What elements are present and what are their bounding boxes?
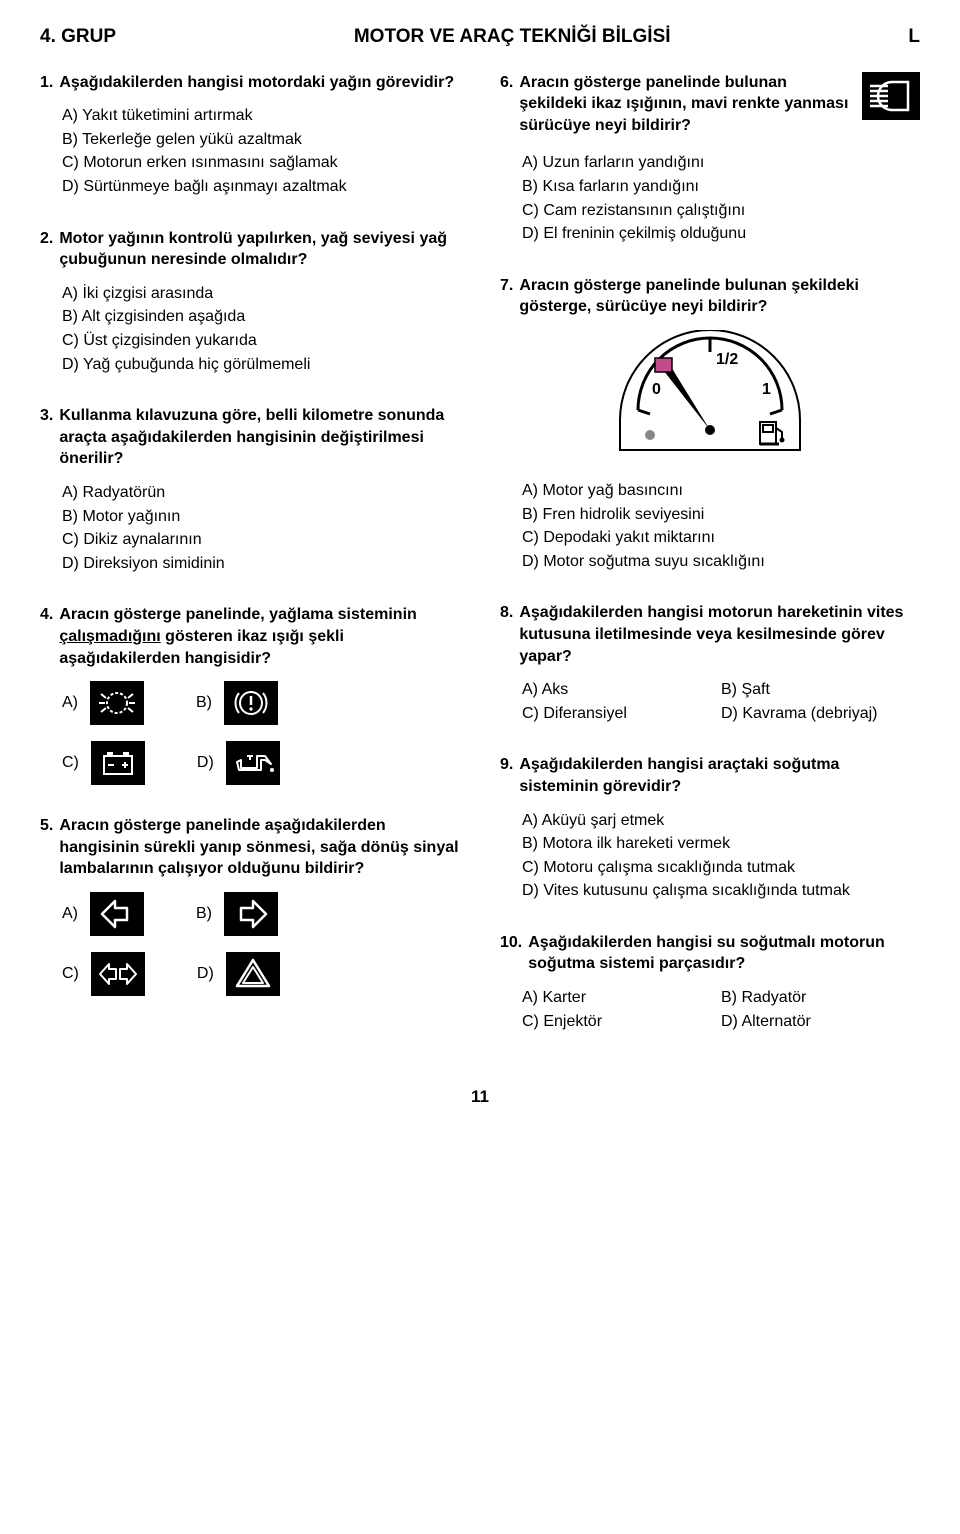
- q3-option-c: C) Dikiz aynalarının: [62, 529, 460, 551]
- q8-option-c: C) Diferansiyel: [522, 703, 721, 725]
- q6-option-b: B) Kısa farların yandığını: [522, 176, 920, 198]
- q9-option-d: D) Vites kutusunu çalışma sıcaklığında t…: [522, 880, 920, 902]
- q3-option-a: A) Radyatörün: [62, 482, 460, 504]
- q10-option-c: C) Enjektör: [522, 1011, 721, 1033]
- q7-option-c: C) Depodaki yakıt miktarını: [522, 527, 920, 549]
- q8-option-a: A) Aks: [522, 679, 721, 701]
- q4-label-c: C): [62, 752, 79, 774]
- q1-number: 1.: [40, 72, 53, 94]
- q3-text: Kullanma kılavuzuna göre, belli kilometr…: [59, 405, 460, 470]
- q9-option-c: C) Motoru çalışma sıcaklığında tutmak: [522, 857, 920, 879]
- page-number: 11: [40, 1086, 920, 1109]
- question-8: 8. Aşağıdakilerden hangisi motorun harek…: [500, 602, 920, 724]
- q4-label-b: B): [196, 692, 212, 714]
- question-2: 2. Motor yağının kontrolü yapılırken, ya…: [40, 228, 460, 376]
- q5-label-a: A): [62, 903, 78, 925]
- q2-option-d: D) Yağ çubuğunda hiç görülmemeli: [62, 354, 460, 376]
- q9-option-b: B) Motora ilk hareketi vermek: [522, 833, 920, 855]
- q4-text-underline: çalışmadığını: [59, 628, 160, 645]
- q9-number: 9.: [500, 754, 513, 797]
- gauge-label-half: 1/2: [716, 351, 738, 368]
- q6-text: Aracın gösterge panelinde bulunan şekild…: [519, 72, 850, 137]
- q2-text: Motor yağının kontrolü yapılırken, yağ s…: [59, 228, 460, 271]
- q8-number: 8.: [500, 602, 513, 667]
- q2-option-b: B) Alt çizgisinden aşağıda: [62, 306, 460, 328]
- q7-number: 7.: [500, 275, 513, 318]
- q4-text-before: Aracın gösterge panelinde, yağlama siste…: [59, 606, 416, 623]
- battery-icon: [91, 741, 145, 785]
- q10-option-a: A) Karter: [522, 987, 721, 1009]
- q1-option-a: A) Yakıt tüketimini artırmak: [62, 105, 460, 127]
- q3-number: 3.: [40, 405, 53, 470]
- oil-can-icon: [226, 741, 280, 785]
- q6-option-c: C) Cam rezistansının çalıştığını: [522, 200, 920, 222]
- q5-label-d: D): [197, 963, 214, 985]
- q10-number: 10.: [500, 932, 522, 975]
- q5-label-b: B): [196, 903, 212, 925]
- q4-number: 4.: [40, 604, 53, 669]
- q7-option-d: D) Motor soğutma suyu sıcaklığını: [522, 551, 920, 573]
- q6-number: 6.: [500, 72, 513, 137]
- q2-number: 2.: [40, 228, 53, 271]
- q9-text: Aşağıdakilerden hangisi araçtaki soğutma…: [519, 754, 920, 797]
- header-left: 4. GRUP: [40, 24, 116, 50]
- q8-option-d: D) Kavrama (debriyaj): [721, 703, 920, 725]
- q4-label-d: D): [197, 752, 214, 774]
- right-arrow-icon: [224, 892, 278, 936]
- q9-option-a: A) Aküyü şarj etmek: [522, 810, 920, 832]
- q1-option-c: C) Motorun erken ısınmasını sağlamak: [62, 152, 460, 174]
- question-3: 3. Kullanma kılavuzuna göre, belli kilom…: [40, 405, 460, 574]
- q7-option-a: A) Motor yağ basıncını: [522, 480, 920, 502]
- q10-text: Aşağıdakilerden hangisi su soğutmalı mot…: [528, 932, 920, 975]
- gauge-label-0: 0: [652, 381, 661, 398]
- q2-option-c: C) Üst çizgisinden yukarıda: [62, 330, 460, 352]
- question-5: 5. Aracın gösterge panelinde aşağıdakile…: [40, 815, 460, 996]
- q2-option-a: A) İki çizgisi arasında: [62, 283, 460, 305]
- q8-option-b: B) Şaft: [721, 679, 920, 701]
- q6-option-d: D) El freninin çekilmiş olduğunu: [522, 223, 920, 245]
- q4-text: Aracın gösterge panelinde, yağlama siste…: [59, 604, 460, 669]
- content-columns: 1. Aşağıdakilerden hangisi motordaki yağ…: [40, 72, 920, 1063]
- high-beam-icon: [862, 72, 920, 120]
- warning-triangle-icon: [226, 952, 280, 996]
- left-column: 1. Aşağıdakilerden hangisi motordaki yağ…: [40, 72, 460, 1063]
- question-7: 7. Aracın gösterge panelinde bulunan şek…: [500, 275, 920, 573]
- right-column: 6. Aracın gösterge panelinde bulunan şek…: [500, 72, 920, 1063]
- gauge-label-1: 1: [762, 381, 771, 398]
- left-arrow-icon: [90, 892, 144, 936]
- q10-option-b: B) Radyatör: [721, 987, 920, 1009]
- q4-label-a: A): [62, 692, 78, 714]
- headlight-circle-icon: [90, 681, 144, 725]
- page-header: 4. GRUP MOTOR VE ARAÇ TEKNİĞİ BİLGİSİ L: [40, 24, 920, 50]
- q10-option-d: D) Alternatör: [721, 1011, 920, 1033]
- q3-option-b: B) Motor yağının: [62, 506, 460, 528]
- brake-warning-icon: [224, 681, 278, 725]
- q5-text: Aracın gösterge panelinde aşağıdakilerde…: [59, 815, 460, 880]
- question-9: 9. Aşağıdakilerden hangisi araçtaki soğu…: [500, 754, 920, 902]
- q1-option-d: D) Sürtünmeye bağlı aşınmayı azaltmak: [62, 176, 460, 198]
- hazard-arrows-icon: [91, 952, 145, 996]
- question-10: 10. Aşağıdakilerden hangisi su soğutmalı…: [500, 932, 920, 1032]
- fuel-gauge-icon: 0 1/2 1: [610, 330, 810, 460]
- q3-option-d: D) Direksiyon simidinin: [62, 553, 460, 575]
- q5-label-c: C): [62, 963, 79, 985]
- q8-text: Aşağıdakilerden hangisi motorun hareketi…: [519, 602, 920, 667]
- question-6: 6. Aracın gösterge panelinde bulunan şek…: [500, 72, 920, 245]
- q6-option-a: A) Uzun farların yandığını: [522, 152, 920, 174]
- q7-text: Aracın gösterge panelinde bulunan şekild…: [519, 275, 920, 318]
- q1-option-b: B) Tekerleğe gelen yükü azaltmak: [62, 129, 460, 151]
- q7-option-b: B) Fren hidrolik seviyesini: [522, 504, 920, 526]
- q5-number: 5.: [40, 815, 53, 880]
- question-4: 4. Aracın gösterge panelinde, yağlama si…: [40, 604, 460, 785]
- q1-text: Aşağıdakilerden hangisi motordaki yağın …: [59, 72, 460, 94]
- question-1: 1. Aşağıdakilerden hangisi motordaki yağ…: [40, 72, 460, 198]
- header-center: MOTOR VE ARAÇ TEKNİĞİ BİLGİSİ: [354, 24, 671, 50]
- header-right: L: [908, 24, 920, 50]
